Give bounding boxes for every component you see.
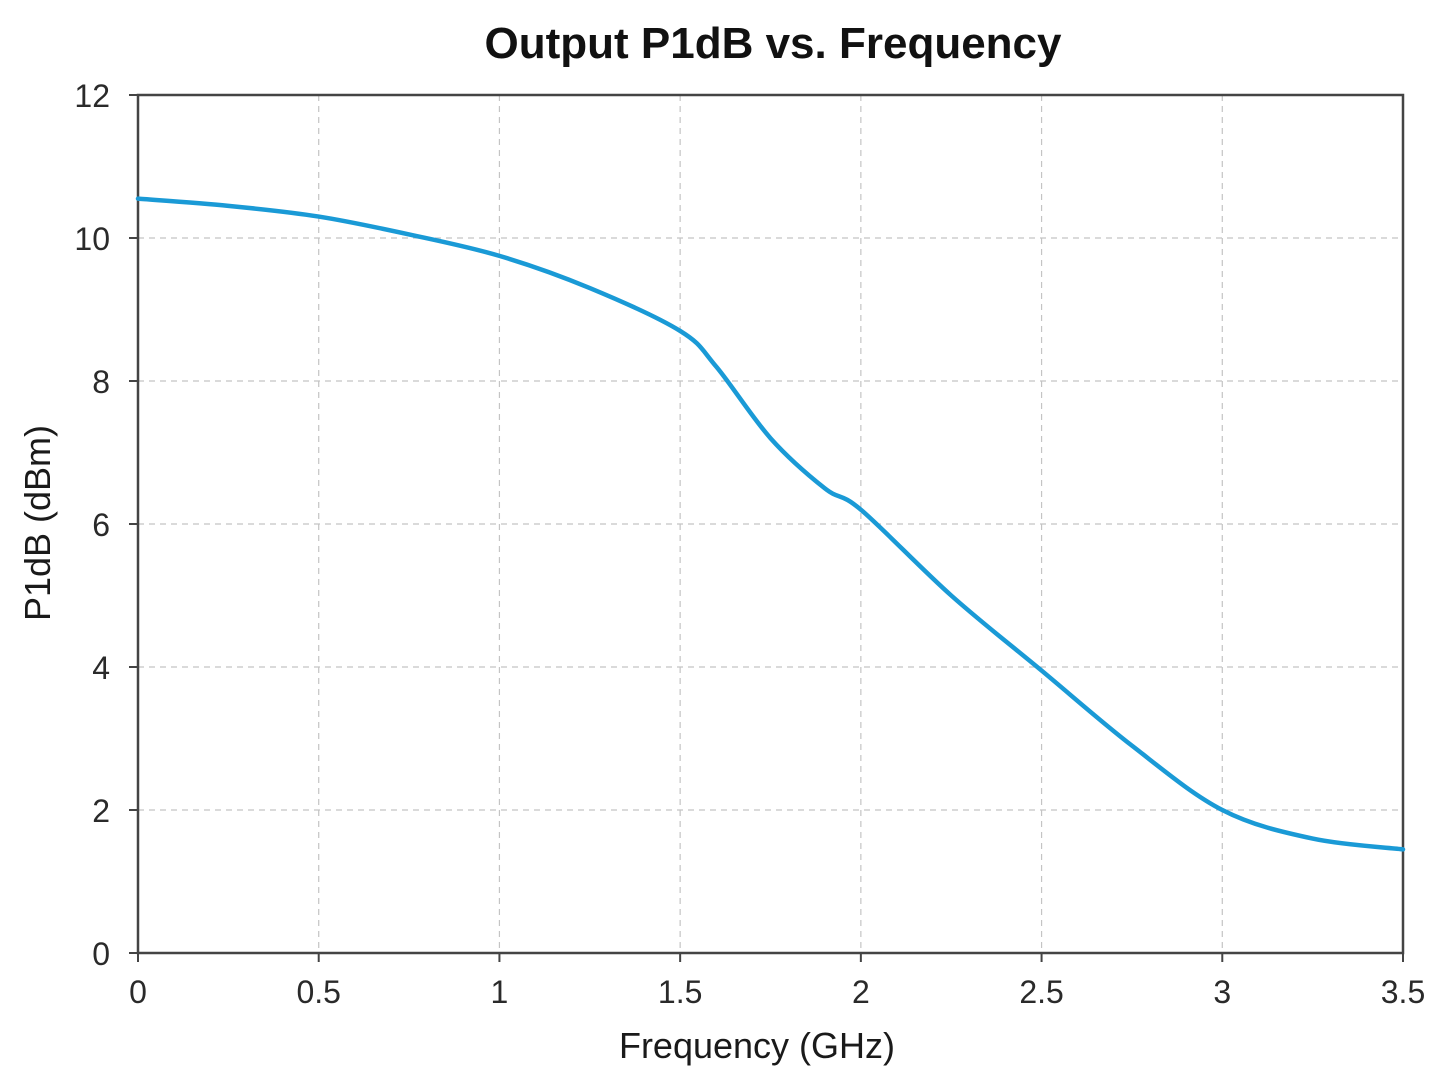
y-axis-tick-labels: 0 2 4 6 8 10 12 — [74, 78, 110, 972]
chart-title: Output P1dB vs. Frequency — [485, 19, 1063, 68]
x-axis-label: Frequency (GHz) — [619, 1025, 895, 1066]
y-tick-label: 6 — [92, 507, 110, 543]
y-tick-label: 4 — [92, 650, 110, 686]
y-tick-label: 10 — [74, 221, 110, 257]
y-tick-label: 8 — [92, 364, 110, 400]
grid-lines — [138, 95, 1403, 953]
x-tick-label: 3 — [1213, 974, 1231, 1010]
axis-ticks — [129, 94, 1404, 962]
x-tick-label: 1 — [491, 974, 509, 1010]
x-tick-label: 0.5 — [296, 974, 340, 1010]
y-axis-label: P1dB (dBm) — [17, 425, 58, 621]
x-tick-label: 2 — [852, 974, 870, 1010]
series-line-0 — [135, 196, 1406, 852]
x-tick-label: 3.5 — [1381, 974, 1425, 1010]
y-tick-label: 0 — [92, 936, 110, 972]
y-tick-label: 12 — [74, 78, 110, 114]
series-layer — [135, 196, 1406, 852]
y-tick-label: 2 — [92, 793, 110, 829]
x-axis-tick-labels: 0 0.5 1 1.5 2 2.5 3 3.5 — [129, 974, 1425, 1010]
x-tick-label: 1.5 — [658, 974, 702, 1010]
x-tick-label: 2.5 — [1019, 974, 1063, 1010]
x-tick-label: 0 — [129, 974, 147, 1010]
